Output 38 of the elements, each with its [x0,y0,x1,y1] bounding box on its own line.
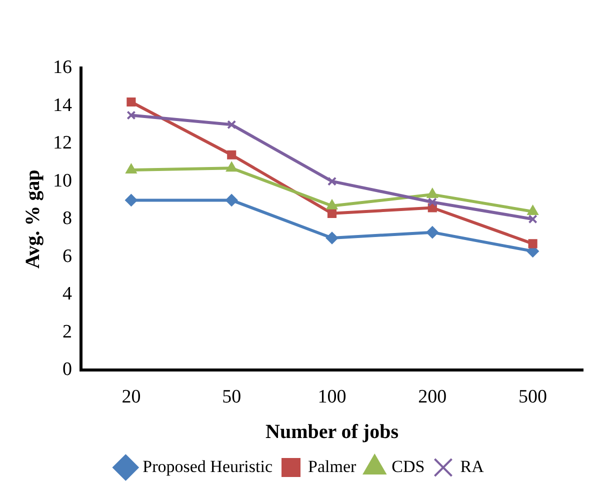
y-tick-label: 0 [62,359,72,380]
legend-label: Palmer [308,456,356,476]
point [125,194,138,206]
point [427,188,438,198]
x-tick-label: 500 [518,386,548,408]
y-tick-label: 16 [53,56,72,78]
y-tick-label: 6 [62,246,72,267]
point [527,206,538,216]
point [326,200,338,210]
point [327,208,337,218]
point [227,120,236,130]
y-tick-label: 4 [62,284,72,305]
y-tick-label: 12 [53,132,72,154]
legend-label: Proposed Heuristic [142,456,273,476]
point [227,150,236,160]
point [528,214,538,224]
point [528,239,538,248]
x-tick-label: 20 [122,386,141,408]
x-tick-label: 100 [318,386,346,408]
point [226,162,237,172]
y-tick-label: 10 [53,170,72,192]
y-axis-title: Avg. % gap [22,170,44,269]
point [426,226,438,238]
point [126,164,137,174]
x-axis-title: Number of jobs [266,421,399,444]
y-tick-label: 14 [53,94,72,116]
legend-label: RA [460,456,485,476]
x-tick-label: 200 [418,386,447,408]
point [226,194,238,206]
point [327,176,337,186]
point [126,97,136,107]
y-tick-label: 8 [62,208,72,230]
y-tick-label: 2 [62,321,72,342]
point [326,232,338,244]
point [428,198,437,207]
legend-label: CDS [392,456,425,476]
point [126,110,136,120]
x-tick-label: 50 [222,386,242,408]
